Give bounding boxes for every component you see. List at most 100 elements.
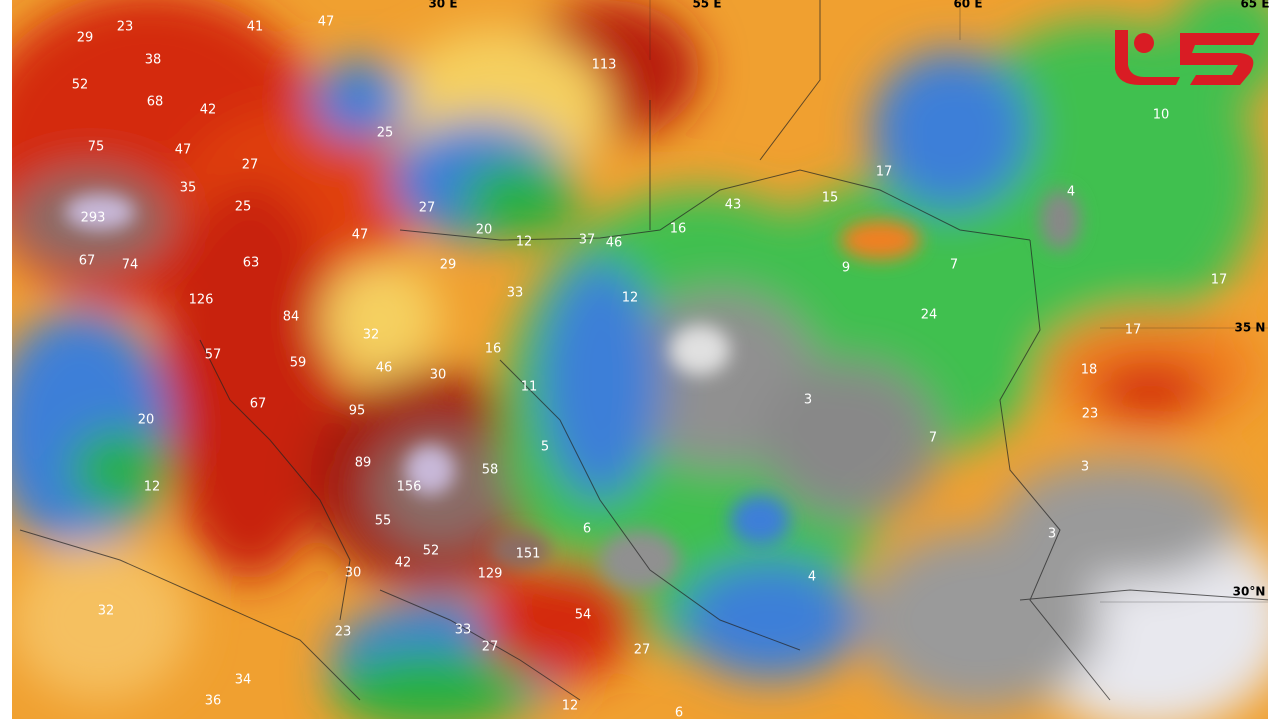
value-label: 52: [72, 78, 89, 93]
value-label: 6: [583, 522, 591, 537]
precip-area: [870, 50, 1030, 210]
value-label: 23: [117, 20, 134, 35]
value-label: 33: [507, 286, 524, 301]
value-label: 27: [482, 640, 499, 655]
value-label: 68: [147, 95, 164, 110]
value-label: 55: [375, 514, 392, 529]
coordinate-label: 55 E: [692, 0, 721, 11]
value-label: 12: [144, 480, 161, 495]
borders: [19, 0, 1268, 701]
coordinate-label: 35 N: [1235, 321, 1266, 335]
value-label: 46: [606, 236, 623, 251]
precip-area: [670, 325, 730, 375]
value-label: 12: [516, 235, 533, 250]
value-label: 20: [476, 223, 493, 238]
value-label: 47: [352, 228, 369, 243]
value-label: 7: [950, 258, 958, 273]
value-label: 67: [79, 254, 96, 269]
precip-area: [320, 260, 440, 380]
coordinate-label: 30 E: [428, 0, 457, 11]
value-label: 36: [205, 694, 222, 709]
value-label: 30: [430, 368, 447, 383]
value-label: 58: [482, 463, 499, 478]
value-label: 41: [247, 20, 264, 35]
value-label: 29: [77, 31, 94, 46]
value-label: 84: [283, 310, 300, 325]
precip-area: [1040, 190, 1080, 250]
precip-area: [12, 540, 190, 700]
precip-area: [760, 360, 940, 520]
precip-area: [680, 560, 860, 680]
value-label: 43: [725, 198, 742, 213]
value-label: 30: [345, 566, 362, 581]
value-label: 38: [145, 53, 162, 68]
value-label: 95: [349, 404, 366, 419]
value-label: 74: [122, 258, 139, 273]
precip-area: [160, 180, 340, 580]
precip-area: [480, 560, 640, 680]
value-label: 63: [243, 256, 260, 271]
value-label: 5: [541, 440, 549, 455]
value-label: 156: [397, 480, 422, 495]
precip-area: [840, 220, 920, 260]
value-label: 54: [575, 608, 592, 623]
precip-area: [310, 60, 410, 140]
value-label: 52: [423, 544, 440, 559]
value-label: 25: [377, 126, 394, 141]
value-label: 9: [842, 261, 850, 276]
value-label: 42: [200, 103, 217, 118]
value-label: 151: [516, 547, 541, 562]
value-label: 23: [1082, 407, 1099, 422]
value-label: 42: [395, 556, 412, 571]
value-label: 113: [592, 58, 617, 73]
value-label: 27: [419, 201, 436, 216]
value-label: 17: [1125, 323, 1142, 338]
value-label: 16: [670, 222, 687, 237]
value-label: 12: [562, 699, 579, 714]
coordinate-label: 65 E: [1240, 0, 1269, 11]
value-label: 47: [318, 15, 335, 30]
value-label: 17: [876, 165, 893, 180]
value-label: 24: [921, 308, 938, 323]
value-label: 6: [675, 706, 683, 719]
value-label: 18: [1081, 363, 1098, 378]
value-label: 10: [1153, 108, 1170, 123]
value-label: 57: [205, 348, 222, 363]
value-label: 3: [1048, 527, 1056, 542]
value-label: 37: [579, 233, 596, 248]
value-label: 23: [335, 625, 352, 640]
precip-area: [70, 430, 170, 510]
value-label: 16: [485, 342, 502, 357]
coordinate-label: 30°N: [1233, 585, 1266, 599]
precip-area: [860, 530, 1100, 710]
value-label: 34: [235, 673, 252, 688]
precip-area: [730, 495, 790, 545]
value-label: 293: [81, 211, 106, 226]
value-label: 32: [363, 328, 380, 343]
value-label: 89: [355, 456, 372, 471]
precip-area: [540, 260, 660, 500]
precip-area: [405, 445, 455, 495]
value-label: 7: [929, 431, 937, 446]
precip-area: [490, 532, 550, 568]
value-label: 129: [478, 567, 503, 582]
precip-area: [460, 160, 580, 240]
value-label: 32: [98, 604, 115, 619]
graticule: [649, 0, 1268, 603]
value-label: 4: [1067, 185, 1075, 200]
value-label: 3: [1081, 460, 1089, 475]
coordinate-label: 60 E: [953, 0, 982, 11]
value-label: 33: [455, 623, 472, 638]
value-label: 4: [808, 570, 816, 585]
value-label: 126: [189, 293, 214, 308]
value-label: 3: [804, 393, 812, 408]
value-label: 46: [376, 361, 393, 376]
precip-area: [1000, 460, 1240, 580]
value-label: 12: [622, 291, 639, 306]
precip-area: [330, 650, 530, 719]
value-label: 75: [88, 140, 105, 155]
precip-area: [600, 530, 680, 590]
logo: [1115, 30, 1260, 85]
